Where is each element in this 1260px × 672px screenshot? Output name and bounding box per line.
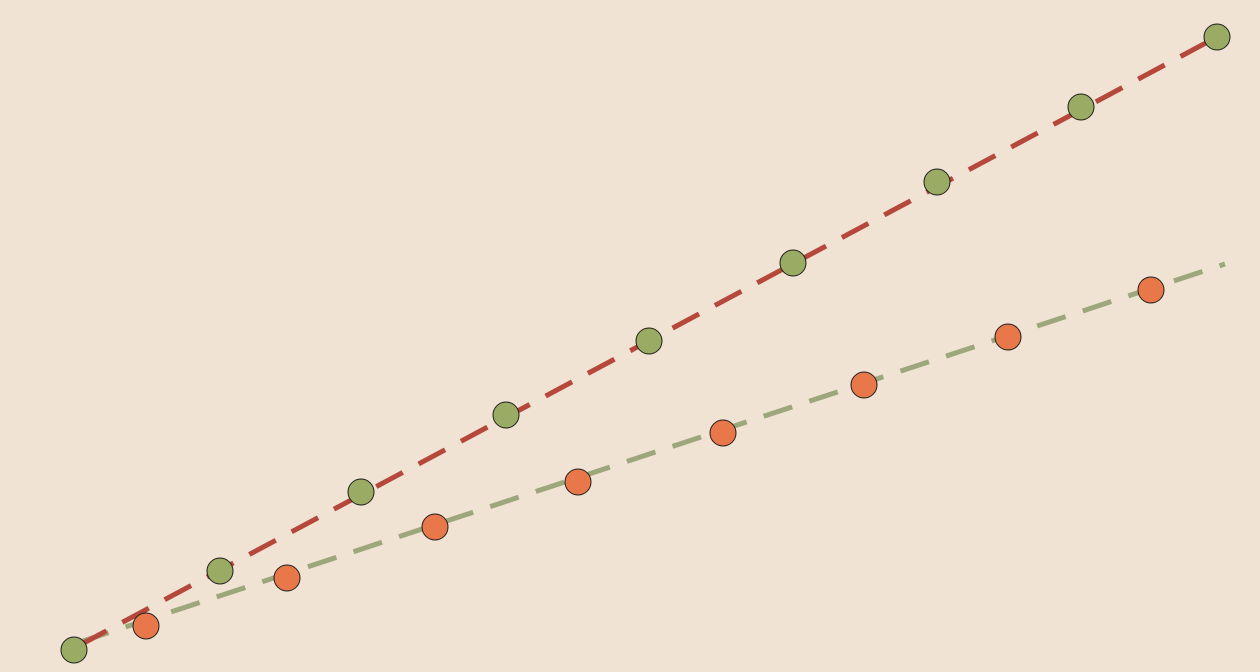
orange-dots [132, 276, 1165, 640]
green-dot [60, 636, 88, 664]
orange-dot [421, 513, 449, 541]
orange-dot [273, 564, 301, 592]
orange-dot [709, 419, 737, 447]
orange-dot [850, 371, 878, 399]
green-dot [1067, 93, 1095, 121]
orange-dot [994, 323, 1022, 351]
orange-dot [132, 612, 160, 640]
green-dot [635, 327, 663, 355]
green-dots [60, 23, 1231, 664]
green-dot [347, 478, 375, 506]
green-dot [923, 168, 951, 196]
green-dot [206, 557, 234, 585]
green-dot [492, 401, 520, 429]
green-dot [1203, 23, 1231, 51]
green-dot [779, 249, 807, 277]
orange-dot [564, 468, 592, 496]
green-dashed-line [79, 261, 1226, 645]
orange-dot [1137, 276, 1165, 304]
